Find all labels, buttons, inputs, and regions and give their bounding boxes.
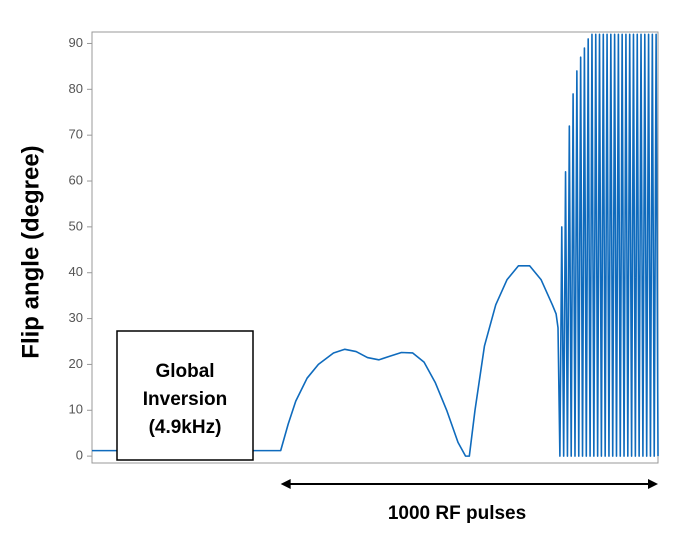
- y-tick-label: 30: [69, 310, 83, 325]
- annotation-text: (4.9kHz): [149, 417, 222, 438]
- annotation-box: [116, 330, 254, 461]
- y-axis-label: Flip angle (degree): [17, 145, 44, 358]
- arrow-head: [648, 479, 658, 489]
- annotation-text: Inversion: [143, 389, 227, 410]
- annotation-text: Global: [155, 361, 214, 382]
- data-line: [92, 33, 659, 457]
- y-tick-label: 40: [69, 264, 83, 279]
- y-tick-label: 80: [69, 81, 83, 96]
- plot-frame: [91, 31, 659, 464]
- arrow-label: 1000 RF pulses: [388, 503, 526, 524]
- y-tick-label: 20: [69, 356, 83, 371]
- arrow-head: [280, 479, 291, 489]
- y-tick-label: 60: [69, 172, 83, 187]
- y-tick-label: 70: [69, 127, 83, 142]
- y-tick-label: 0: [76, 448, 83, 463]
- y-tick-label: 50: [69, 218, 83, 233]
- y-tick-label: 10: [69, 402, 83, 417]
- y-tick-label: 90: [69, 35, 83, 50]
